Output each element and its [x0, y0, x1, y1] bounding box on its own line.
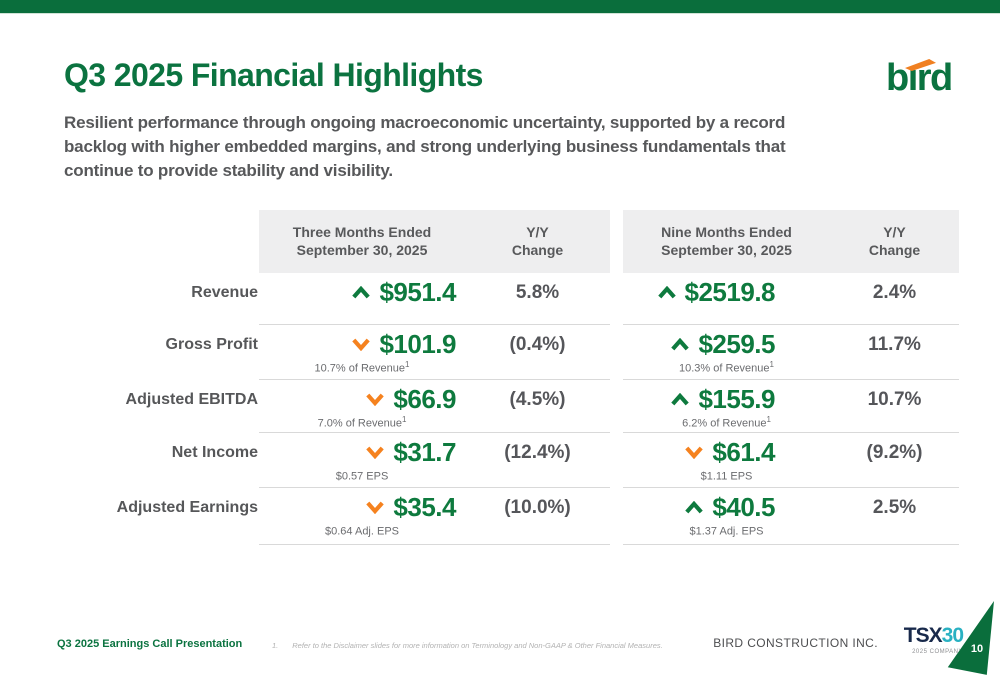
column-header-change: Y/Y Change [868, 224, 921, 258]
column-gap [610, 380, 623, 433]
footnote-number: 1. [272, 641, 279, 650]
metric-value: $31.7 [393, 436, 456, 467]
column-header-change: Y/Y Change [511, 224, 564, 258]
value-cell: $259.5 10.3% of Revenue1 [623, 325, 830, 379]
table-corner [59, 210, 259, 273]
trend-icon [671, 392, 690, 405]
yy-change: 2.4% [872, 282, 917, 303]
yy-change: (12.4%) [504, 442, 571, 463]
footer-presentation-title: Q3 2025 Earnings Call Presentation [57, 638, 243, 650]
metric-subtext: 10.7% of Revenue1 [314, 360, 410, 375]
metric-subtext: $0.57 EPS [335, 470, 389, 483]
header-three-months: Three Months Ended September 30, 2025 Y/… [259, 210, 610, 273]
trend-icon [671, 337, 690, 350]
bird-logo: bırd [886, 58, 976, 104]
metric-value: $259.5 [698, 328, 775, 359]
trend-icon [366, 501, 385, 514]
row-label: Net Income [171, 444, 258, 461]
tsx30-logo-tsx: TSX [903, 624, 943, 647]
yy-change: (9.2%) [866, 442, 923, 463]
subtitle-line: Resilient performance through ongoing ma… [64, 113, 786, 132]
metric-value: $66.9 [393, 383, 456, 414]
header-nine-months: Nine Months Ended September 30, 2025 Y/Y… [623, 210, 959, 273]
trend-icon [352, 338, 371, 351]
row-label: Adjusted Earnings [116, 499, 258, 516]
metric-subtext: 10.3% of Revenue1 [679, 360, 774, 375]
row-label: Adjusted EBITDA [125, 391, 258, 408]
subtitle: Resilient performance through ongoing ma… [64, 111, 924, 183]
table-row: $155.9 6.2% of Revenue1 10.7% [623, 380, 959, 433]
table-row: $31.7 $0.57 EPS (12.4%) [259, 433, 610, 488]
metric-subtext: $0.64 Adj. EPS [325, 525, 399, 538]
column-header-period: Nine Months Ended September 30, 2025 [661, 224, 792, 258]
top-accent-bar [0, 0, 1000, 14]
footer-company-name: BIRD CONSTRUCTION INC. [713, 636, 878, 650]
subtitle-line: continue to provide stability and visibi… [64, 161, 393, 180]
metric-value: $61.4 [712, 436, 775, 467]
table-row: $66.9 7.0% of Revenue1 (4.5%) [259, 380, 610, 433]
footnote: 1. Refer to the Disclaimer slides for mo… [272, 641, 663, 650]
tsx30-logo-subtext: 2025 COMPANY [912, 649, 963, 655]
metric-subtext: $1.37 Adj. EPS [689, 525, 764, 538]
column-header-period: Three Months Ended September 30, 2025 [292, 224, 432, 258]
page-number: 10 [970, 643, 984, 655]
footnote-text: Refer to the Disclaimer slides for more … [292, 641, 663, 650]
column-gap [610, 210, 623, 273]
value-cell: $40.5 $1.37 Adj. EPS [623, 488, 830, 544]
value-cell: $66.9 7.0% of Revenue1 [259, 380, 465, 432]
table-row: $35.4 $0.64 Adj. EPS (10.0%) [259, 488, 610, 545]
metric-subtext: 7.0% of Revenue1 [317, 415, 407, 430]
trend-icon [366, 393, 385, 406]
trend-icon [685, 446, 704, 459]
value-cell: $155.9 6.2% of Revenue1 [623, 380, 830, 432]
metric-value: $155.9 [698, 383, 775, 414]
metric-value: $40.5 [712, 491, 775, 522]
metric-subtext: 6.2% of Revenue1 [682, 415, 771, 430]
table-row: $61.4 $1.11 EPS (9.2%) [623, 433, 959, 488]
value-cell: $951.4 [259, 273, 465, 324]
subtitle-line: backlog with higher embedded margins, an… [64, 137, 786, 156]
yy-change: (10.0%) [504, 497, 571, 518]
yy-change: 11.7% [868, 334, 921, 355]
table-row: $2519.8 2.4% [623, 273, 959, 325]
value-cell: $101.9 10.7% of Revenue1 [259, 325, 465, 379]
table-row: $951.4 5.8% [259, 273, 610, 325]
page-title: Q3 2025 Financial Highlights [64, 57, 483, 93]
row-label: Gross Profit [165, 336, 258, 353]
tsx30-logo-30: 30 [941, 624, 964, 647]
value-cell: $2519.8 [623, 273, 830, 324]
trend-icon [352, 285, 371, 298]
yy-change: 10.7% [867, 389, 922, 410]
trend-icon [657, 285, 676, 298]
metric-value: $35.4 [393, 491, 456, 522]
column-gap [610, 325, 623, 380]
row-label: Revenue [191, 284, 258, 301]
value-cell: $61.4 $1.11 EPS [623, 433, 830, 487]
trend-icon [685, 500, 704, 513]
table-row: $259.5 10.3% of Revenue1 11.7% [623, 325, 959, 380]
value-cell: $35.4 $0.64 Adj. EPS [259, 488, 465, 544]
trend-icon [366, 446, 385, 459]
metric-value: $951.4 [379, 276, 456, 307]
tsx30-logo: TSX30 2025 COMPANY [893, 624, 964, 656]
table-row: $40.5 $1.37 Adj. EPS 2.5% [623, 488, 959, 545]
value-cell: $31.7 $0.57 EPS [259, 433, 465, 487]
table-row: $101.9 10.7% of Revenue1 (0.4%) [259, 325, 610, 380]
metric-subtext: $1.11 EPS [700, 470, 753, 483]
yy-change: 5.8% [515, 282, 560, 303]
column-gap [610, 433, 623, 488]
metric-value: $2519.8 [684, 276, 776, 307]
yy-change: 2.5% [872, 497, 917, 518]
metric-value: $101.9 [379, 328, 456, 359]
column-gap [610, 273, 623, 325]
yy-change: (4.5%) [509, 389, 566, 410]
financial-highlights-table: Three Months Ended September 30, 2025 Y/… [59, 210, 959, 545]
column-gap [610, 488, 623, 545]
yy-change: (0.4%) [509, 334, 566, 355]
